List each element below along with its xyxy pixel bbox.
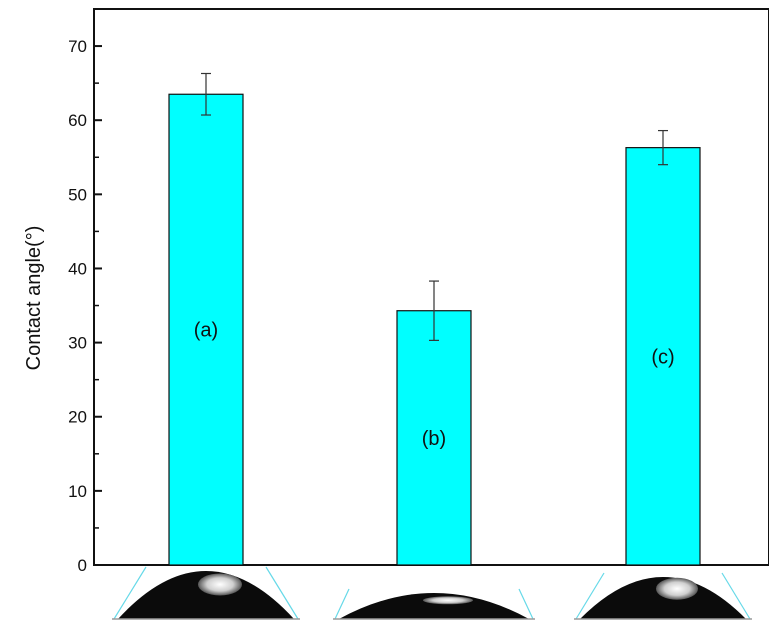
bar (396, 310, 472, 566)
y-axis: 0 10 20 30 40 50 60 70 (68, 37, 102, 575)
bar (168, 93, 244, 566)
bar-category-label: (a) (194, 320, 218, 342)
y-tick-label: 0 (78, 556, 87, 575)
bar-category-label: (c) (651, 346, 674, 368)
y-tick-label: 60 (68, 111, 87, 130)
y-axis-title: Contact angle(°) (23, 226, 45, 371)
bar (625, 147, 701, 566)
bars-group: (a) (b) (c) (168, 72, 701, 566)
droplet-image (112, 566, 300, 620)
y-tick-label: 10 (68, 482, 87, 501)
droplet-image (333, 588, 535, 620)
y-tick-label: 30 (68, 334, 87, 353)
droplet-image (574, 572, 752, 620)
droplet-images (112, 566, 752, 620)
y-tick-label: 70 (68, 37, 87, 56)
bar-category-label: (b) (422, 428, 446, 450)
y-tick-label: 20 (68, 408, 87, 427)
y-tick-label: 40 (68, 259, 87, 278)
y-tick-label: 50 (68, 185, 87, 204)
